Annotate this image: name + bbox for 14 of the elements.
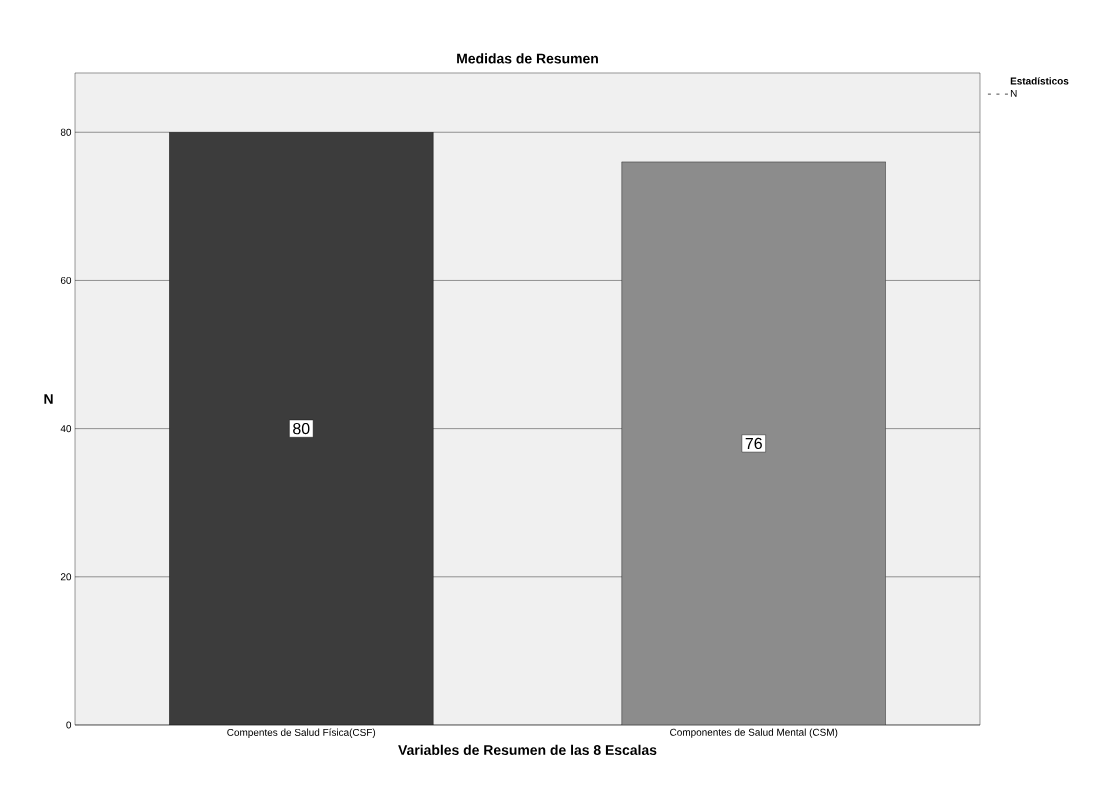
- data-label: 76: [745, 437, 762, 450]
- x-tick-label: Componentes de Salud Mental (CSM): [670, 728, 838, 738]
- chart-title: Medidas de Resumen: [457, 53, 598, 64]
- y-tick-label: 40: [60, 425, 72, 433]
- y-axis-title: N: [44, 394, 53, 404]
- x-axis-title: Variables de Resumen de las 8 Escalas: [398, 744, 657, 755]
- y-tick-label: 20: [60, 573, 72, 581]
- x-tick-label: Compentes de Salud Física(CSF): [227, 728, 376, 738]
- data-label: 80: [293, 422, 310, 435]
- y-tick-label: 0: [66, 721, 72, 729]
- legend-title: Estadísticos: [1010, 77, 1069, 85]
- legend-label: N: [1010, 89, 1017, 97]
- y-tick-label: 80: [60, 128, 72, 136]
- y-tick-label: 60: [60, 276, 72, 284]
